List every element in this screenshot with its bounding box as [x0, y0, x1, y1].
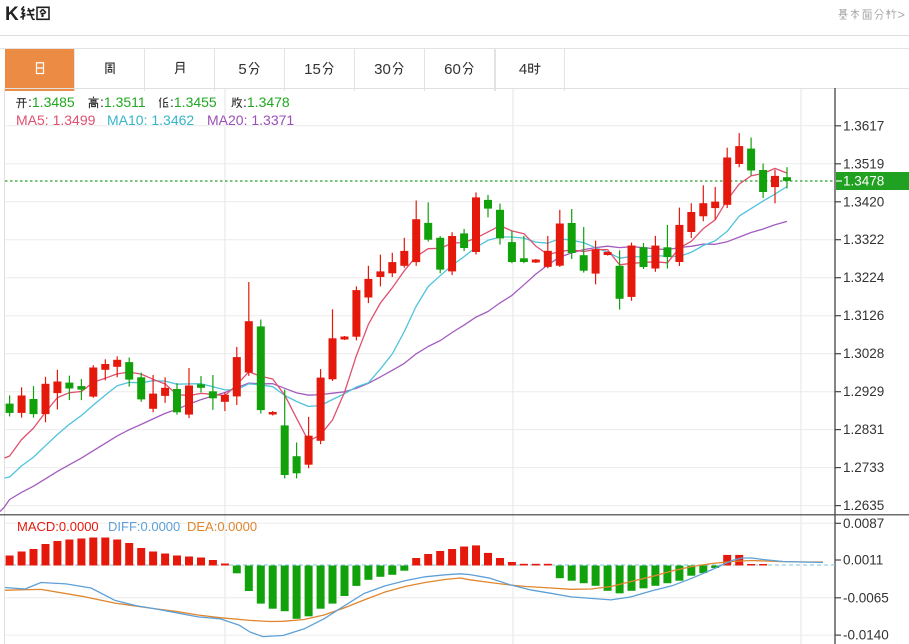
svg-text:0.0087: 0.0087: [843, 516, 884, 531]
svg-text:1.3028: 1.3028: [843, 346, 884, 361]
svg-text:1.2635: 1.2635: [843, 498, 884, 513]
svg-text:1.3224: 1.3224: [843, 270, 885, 285]
svg-text:1.2831: 1.2831: [843, 422, 884, 437]
svg-text:1.3322: 1.3322: [843, 232, 884, 247]
svg-text:1.3478: 1.3478: [843, 174, 884, 189]
svg-text:0.0011: 0.0011: [843, 553, 883, 568]
svg-text:1.3519: 1.3519: [843, 156, 884, 171]
svg-text:-0.0140: -0.0140: [843, 628, 889, 643]
svg-text:-0.0065: -0.0065: [843, 590, 889, 605]
svg-text:1.3420: 1.3420: [843, 194, 884, 209]
svg-text:1.2733: 1.2733: [843, 460, 884, 475]
svg-text:1.3617: 1.3617: [843, 118, 884, 133]
svg-text:1.3126: 1.3126: [843, 308, 884, 323]
svg-text:1.2929: 1.2929: [843, 384, 884, 399]
